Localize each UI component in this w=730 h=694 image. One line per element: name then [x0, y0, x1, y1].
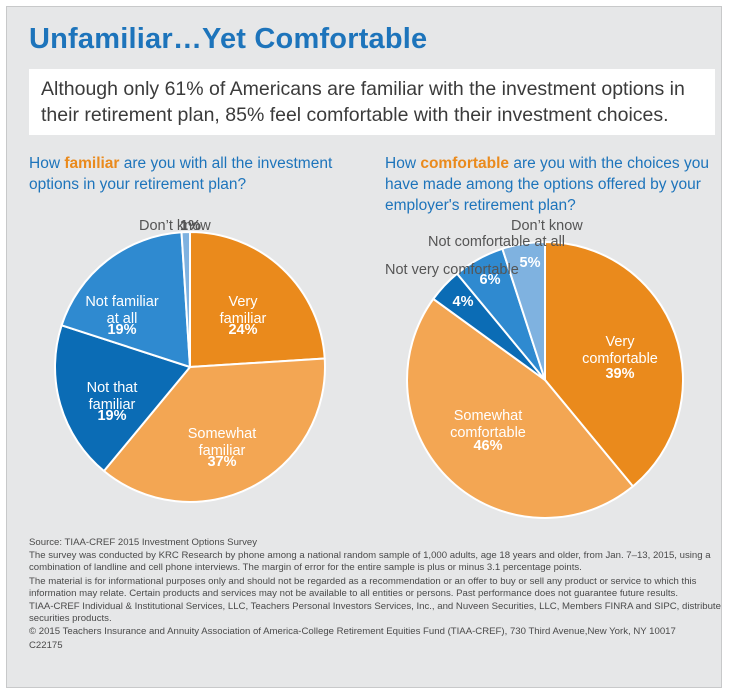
- pie2-value-very-comfortable: 39%: [605, 366, 634, 382]
- chart-2-question: How comfortable are you with the choices…: [385, 153, 725, 216]
- source-note: Source: TIAA-CREF 2015 Investment Option…: [29, 537, 258, 548]
- question-text: are you with all the investment options …: [29, 155, 333, 193]
- pie1-value-not-that-familiar: 19%: [97, 408, 126, 424]
- copyright-note: © 2015 Teachers Insurance and Annuity As…: [29, 626, 676, 638]
- pie1-label-not-that-familiar: Not that: [87, 380, 138, 396]
- pie2-slice-very-comfortable: [544, 241, 684, 488]
- pie1-label-very-familiar: Very: [228, 294, 258, 310]
- pie2-slice-somewhat-comfortable: [406, 297, 634, 519]
- question-emphasis: familiar: [64, 155, 120, 172]
- distribution-note: TIAA-CREF Individual & Institutional Ser…: [29, 601, 721, 625]
- pie1-slice-not-that-familiar: [54, 324, 191, 473]
- pie1-label-somewhat-familiar: familiar: [199, 443, 246, 459]
- pie2-label-somewhat-comfortable: Somewhat: [454, 408, 523, 424]
- pie2-value-not-very-comfortable: 4%: [453, 294, 474, 310]
- methodology-note: The survey was conducted by KRC Research…: [29, 550, 711, 574]
- pie1-value-somewhat-familiar: 37%: [207, 454, 236, 470]
- pie1-slice-don-t-know: [180, 231, 191, 368]
- pie1-value-don-t-know: 1%: [180, 218, 201, 234]
- pie2-label-very-comfortable: comfortable: [582, 351, 658, 367]
- pie1-value-not-familiar-at-all: 19%: [107, 322, 136, 338]
- pie1-slice-somewhat-familiar: [102, 357, 326, 503]
- chart-1-question: How familiar are you with all the invest…: [29, 153, 359, 195]
- pie2-label-not-very-comfortable: Not very comfortable: [385, 262, 519, 278]
- pie2-label-very-comfortable: Very: [605, 334, 635, 350]
- disclaimer-note: The material is for informational purpos…: [29, 575, 697, 599]
- page-title: Unfamiliar…Yet Comfortable: [29, 23, 428, 55]
- pie1-slice-very-familiar: [189, 231, 326, 368]
- pie2-label-somewhat-comfortable: comfortable: [450, 425, 526, 441]
- summary-box: Although only 61% of Americans are famil…: [29, 69, 715, 135]
- pie2-slice-don-t-know: [501, 241, 546, 381]
- question-text: are you with the choices you have made a…: [385, 155, 709, 214]
- pie2-value-not-comfortable-at-all: 6%: [480, 272, 501, 288]
- pie2-value-don-t-know: 5%: [520, 255, 541, 271]
- pie1-value-very-familiar: 24%: [228, 322, 257, 338]
- pie1-label-not-familiar-at-all: at all: [107, 311, 138, 327]
- code-note: C22175: [29, 639, 63, 651]
- pie1-label-not-that-familiar: familiar: [89, 397, 136, 413]
- pie2-value-somewhat-comfortable: 46%: [473, 438, 502, 454]
- pie1-label-very-familiar: familiar: [220, 311, 267, 327]
- pie1-label-don-t-know: Don’t know: [139, 218, 211, 234]
- question-emphasis: comfortable: [420, 155, 510, 172]
- pie1-slice-not-familiar-at-all: [60, 231, 191, 368]
- pie2-label-not-comfortable-at-all: Not comfortable at all: [428, 234, 565, 250]
- question-text: How: [385, 155, 421, 172]
- pie1-label-somewhat-familiar: Somewhat: [188, 426, 257, 442]
- footnotes: Source: TIAA-CREF 2015 Investment Option…: [29, 537, 725, 653]
- pie2-label-don-t-know: Don’t know: [511, 218, 583, 234]
- question-text: How: [29, 155, 65, 172]
- pie1-label-not-familiar-at-all: Not familiar: [85, 294, 158, 310]
